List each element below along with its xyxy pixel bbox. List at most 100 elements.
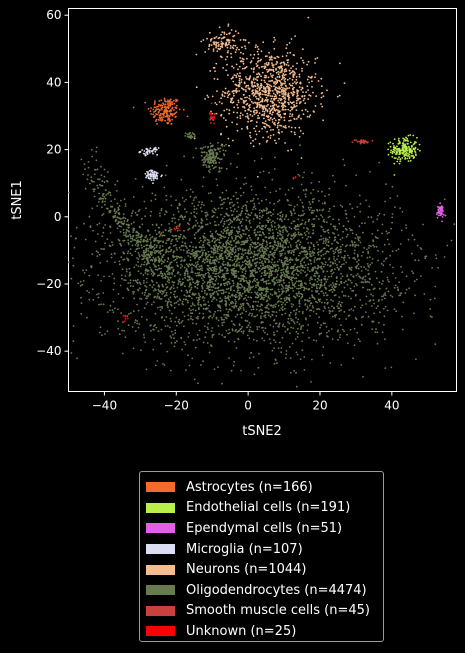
data-point — [283, 218, 286, 221]
data-point — [217, 252, 219, 255]
data-point — [243, 249, 246, 252]
data-point — [145, 286, 148, 288]
data-point — [239, 328, 242, 331]
data-point — [272, 220, 274, 223]
data-point — [194, 225, 197, 227]
data-point — [235, 74, 237, 77]
data-point — [310, 262, 312, 265]
data-point — [201, 290, 203, 293]
data-point — [130, 215, 133, 217]
data-point — [401, 210, 404, 213]
data-point — [279, 341, 281, 344]
data-point — [324, 195, 326, 198]
data-point — [308, 232, 310, 234]
data-point — [263, 67, 266, 70]
data-point — [266, 307, 268, 309]
data-point — [267, 254, 270, 256]
data-point — [309, 315, 311, 317]
data-point — [256, 79, 259, 82]
data-point — [170, 330, 173, 333]
data-point — [384, 367, 387, 369]
data-point — [232, 67, 235, 69]
data-point — [242, 332, 245, 335]
data-point — [136, 281, 138, 284]
data-point — [164, 119, 166, 122]
data-point — [234, 315, 237, 318]
data-point — [305, 287, 308, 290]
data-point — [160, 116, 163, 119]
data-point — [243, 67, 246, 70]
data-point — [293, 118, 296, 120]
data-point — [338, 307, 341, 310]
data-point — [282, 77, 284, 79]
data-point — [367, 315, 370, 318]
data-point — [305, 274, 308, 277]
data-point — [276, 234, 279, 237]
data-point — [214, 102, 217, 104]
data-point — [263, 100, 266, 102]
data-point — [172, 281, 175, 284]
data-point — [288, 119, 290, 122]
data-point — [91, 253, 94, 256]
data-point — [180, 263, 183, 266]
data-point — [290, 222, 293, 225]
data-point — [383, 243, 386, 246]
data-point — [154, 198, 157, 201]
data-point — [433, 297, 436, 300]
data-point — [297, 233, 300, 236]
data-point — [316, 267, 319, 270]
data-point — [424, 257, 427, 260]
data-point — [339, 238, 342, 241]
data-point — [161, 293, 164, 295]
data-point — [311, 209, 314, 212]
data-point — [278, 91, 281, 94]
data-point — [324, 263, 327, 266]
data-point — [140, 244, 143, 247]
data-point — [171, 281, 174, 283]
data-point — [293, 54, 296, 57]
data-point — [145, 303, 148, 305]
data-point — [189, 282, 192, 284]
data-point — [256, 217, 259, 219]
data-point — [439, 212, 442, 214]
data-point — [350, 229, 353, 231]
data-point — [237, 337, 240, 340]
data-point — [256, 283, 259, 286]
data-point — [328, 236, 331, 239]
data-point — [394, 277, 397, 279]
data-point — [338, 296, 341, 299]
data-point — [284, 303, 287, 306]
data-point — [317, 248, 320, 251]
data-point — [132, 196, 135, 198]
data-point — [272, 106, 275, 109]
data-point — [254, 207, 257, 210]
data-point — [224, 91, 226, 94]
data-point — [267, 219, 270, 222]
data-point — [273, 261, 276, 264]
data-point — [179, 203, 182, 206]
data-point — [184, 343, 187, 346]
data-point — [332, 284, 335, 287]
data-point — [278, 101, 281, 104]
data-point — [159, 252, 162, 255]
data-point — [258, 106, 261, 109]
data-point — [397, 142, 400, 145]
data-point — [132, 279, 135, 282]
data-point — [326, 238, 329, 241]
data-point — [261, 312, 263, 315]
data-point — [332, 174, 334, 177]
data-point — [338, 301, 341, 303]
data-point — [121, 277, 123, 280]
data-point — [254, 271, 257, 274]
data-point — [351, 241, 354, 244]
data-point — [188, 219, 191, 222]
data-point — [152, 113, 155, 116]
data-point — [264, 311, 267, 314]
data-point — [172, 255, 175, 258]
data-point — [310, 302, 312, 304]
data-point — [227, 43, 230, 46]
data-point — [305, 308, 308, 311]
data-point — [260, 75, 262, 78]
data-point — [295, 316, 297, 319]
data-point — [277, 109, 279, 111]
